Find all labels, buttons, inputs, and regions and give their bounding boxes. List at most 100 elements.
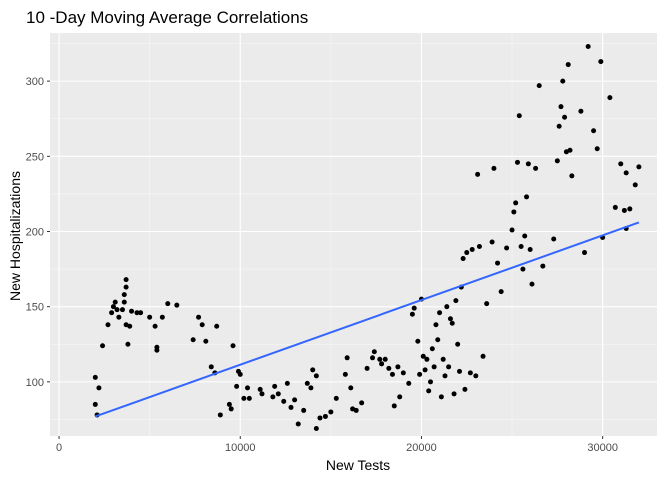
data-point bbox=[415, 338, 421, 344]
data-point bbox=[527, 247, 533, 253]
data-point bbox=[129, 308, 135, 314]
x-axis-ticks: 0 10000 20000 30000 bbox=[56, 436, 618, 454]
data-point bbox=[313, 373, 319, 379]
data-point bbox=[379, 361, 385, 367]
data-point bbox=[127, 323, 133, 329]
data-point bbox=[134, 310, 140, 316]
data-point bbox=[138, 310, 144, 316]
data-point bbox=[473, 373, 479, 379]
data-point bbox=[449, 320, 455, 326]
data-point bbox=[536, 83, 542, 89]
data-point bbox=[121, 292, 127, 298]
data-point bbox=[529, 281, 535, 287]
trend-line-group bbox=[94, 221, 640, 418]
data-point bbox=[344, 355, 350, 361]
data-point bbox=[491, 165, 497, 171]
data-point bbox=[217, 412, 223, 418]
y-tick-label: 300 bbox=[26, 76, 44, 88]
data-point bbox=[228, 406, 234, 412]
data-point bbox=[456, 368, 462, 374]
data-point bbox=[389, 371, 395, 377]
data-point bbox=[386, 365, 392, 371]
data-point bbox=[292, 397, 298, 403]
plot-panel bbox=[50, 33, 657, 436]
data-point bbox=[288, 404, 294, 410]
data-point bbox=[428, 379, 434, 385]
y-axis-title: New Hospitalizations bbox=[7, 171, 23, 301]
data-point bbox=[511, 209, 517, 215]
data-point bbox=[612, 204, 618, 210]
data-point bbox=[607, 95, 613, 101]
data-point bbox=[621, 207, 627, 213]
data-point bbox=[437, 310, 443, 316]
data-point bbox=[582, 250, 588, 256]
data-point bbox=[295, 421, 301, 427]
data-point bbox=[636, 164, 642, 170]
y-tick-label: 250 bbox=[26, 151, 44, 163]
data-point bbox=[433, 322, 439, 328]
data-point bbox=[562, 114, 568, 120]
chart-title: 10 -Day Moving Average Correlations bbox=[26, 8, 308, 27]
data-point bbox=[495, 260, 501, 266]
data-point bbox=[565, 62, 571, 68]
data-point bbox=[444, 304, 450, 310]
data-point bbox=[272, 383, 278, 389]
data-point bbox=[317, 415, 323, 421]
data-point bbox=[92, 374, 98, 380]
data-point bbox=[632, 182, 638, 188]
data-point bbox=[159, 314, 165, 320]
data-point bbox=[370, 355, 376, 361]
data-point bbox=[123, 277, 129, 283]
data-point bbox=[112, 299, 118, 305]
data-point bbox=[342, 371, 348, 377]
data-point bbox=[514, 159, 520, 165]
x-axis-title: New Tests bbox=[326, 457, 390, 473]
data-point bbox=[467, 370, 473, 376]
data-point bbox=[214, 323, 220, 329]
data-point bbox=[525, 161, 531, 167]
data-point bbox=[230, 343, 236, 349]
data-point bbox=[245, 385, 251, 391]
data-point bbox=[420, 353, 426, 359]
data-point bbox=[554, 158, 560, 164]
data-point bbox=[165, 301, 171, 307]
data-point bbox=[476, 244, 482, 250]
data-point bbox=[275, 391, 281, 397]
data-point bbox=[304, 380, 310, 386]
minor-grid bbox=[50, 33, 657, 436]
data-point bbox=[522, 233, 528, 239]
data-point bbox=[105, 322, 111, 328]
data-point bbox=[551, 236, 557, 242]
data-point bbox=[469, 247, 475, 253]
data-point bbox=[121, 299, 127, 305]
data-point bbox=[524, 194, 530, 200]
data-point bbox=[520, 266, 526, 272]
data-point bbox=[391, 403, 397, 409]
data-point bbox=[310, 367, 316, 373]
data-point bbox=[281, 398, 287, 404]
y-axis-ticks: 100 150 200 250 300 bbox=[26, 76, 50, 389]
data-point bbox=[199, 322, 205, 328]
data-point bbox=[301, 407, 307, 413]
x-tick-label: 20000 bbox=[406, 442, 437, 454]
data-point bbox=[591, 128, 597, 134]
data-point bbox=[623, 170, 629, 176]
data-point bbox=[114, 307, 120, 313]
data-point bbox=[400, 370, 406, 376]
data-point bbox=[154, 347, 160, 353]
data-point bbox=[435, 337, 441, 343]
data-point bbox=[594, 146, 600, 152]
data-point bbox=[627, 206, 633, 212]
data-point bbox=[308, 385, 314, 391]
data-point bbox=[442, 373, 448, 379]
data-point bbox=[453, 298, 459, 304]
data-point bbox=[513, 200, 519, 206]
data-point bbox=[152, 323, 158, 329]
data-point bbox=[438, 394, 444, 400]
data-point bbox=[96, 385, 102, 391]
data-point bbox=[123, 284, 129, 290]
data-point bbox=[382, 356, 388, 362]
data-point bbox=[246, 395, 252, 401]
data-point bbox=[359, 400, 365, 406]
